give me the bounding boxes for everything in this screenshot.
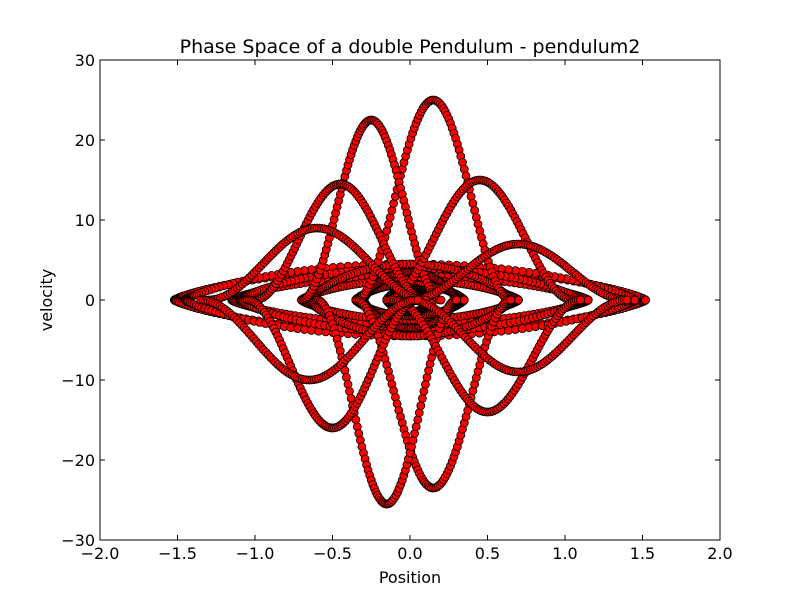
- data-point: [414, 408, 424, 418]
- y-tick-label: −20: [61, 451, 95, 470]
- plot-frame: [99, 59, 721, 541]
- axis-ticks: −2.0 −1.5 −1.0 −0.5 0.0 0.5 1.0 1.5 2.0 −30 −20 −10…: [61, 51, 732, 563]
- x-tick-label: −1.0: [236, 544, 275, 563]
- x-tick-label: 2.0: [707, 544, 732, 563]
- x-tick-label: 0.5: [475, 544, 500, 563]
- y-tick-label: 20: [75, 131, 95, 150]
- data-point: [345, 386, 354, 396]
- data-point: [622, 295, 632, 305]
- y-tick-label: 0: [85, 291, 95, 310]
- y-axis-label: velocity: [37, 269, 56, 332]
- data-point: [452, 295, 461, 305]
- x-tick-label: 0.0: [397, 544, 422, 563]
- data-point: [416, 401, 426, 411]
- y-tick-label: −30: [61, 531, 95, 550]
- x-tick-label: 1.0: [552, 544, 577, 563]
- data-point: [417, 393, 427, 403]
- x-tick-label: −1.5: [158, 544, 197, 563]
- y-tick-label: 30: [75, 51, 95, 70]
- x-tick-label: 1.5: [630, 544, 655, 563]
- x-axis-label: Position: [379, 568, 441, 587]
- data-point: [514, 295, 523, 305]
- y-tick-label: −10: [61, 371, 95, 390]
- data-point: [459, 295, 469, 305]
- data-point: [436, 295, 446, 305]
- chart-title: Phase Space of a double Pendulum - pendu…: [180, 36, 641, 58]
- x-tick-label: −0.5: [313, 544, 352, 563]
- data-points: [169, 95, 650, 509]
- y-tick-label: 10: [75, 211, 95, 230]
- data-point: [583, 295, 593, 305]
- x-tick-label: −2.0: [81, 544, 120, 563]
- data-point: [641, 295, 650, 305]
- data-point: [413, 295, 423, 305]
- data-point: [506, 295, 516, 305]
- data-point: [630, 295, 639, 305]
- data-point: [576, 295, 585, 305]
